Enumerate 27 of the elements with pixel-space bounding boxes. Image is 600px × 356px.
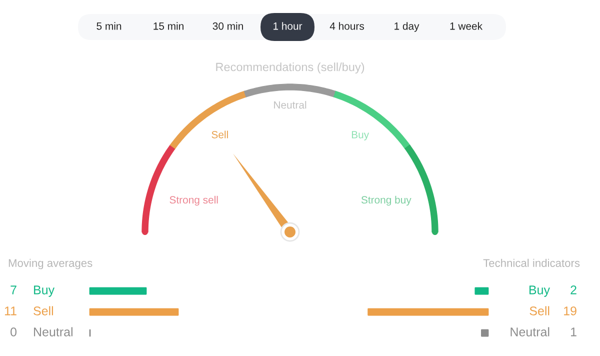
data-label: 1 [571,328,576,336]
data-label: 11 [4,306,16,316]
y-tick-label: Sell [34,306,54,316]
chart-title: Moving averages [8,258,92,270]
y-tick-label: Sell [530,306,550,316]
category-label: 1 day [394,22,420,32]
data-label: 7 [10,286,16,294]
y-tick-label: Neutral [510,327,550,336]
y-tick-label: Neutral [34,327,72,336]
category-label: 15 min [154,22,184,30]
category-label: 30 min [212,22,243,30]
data-label: 2 [570,286,576,294]
text: Technical indicators [483,258,580,267]
slice-label: Neutral [274,100,306,109]
y-tick-label: Buy [34,286,55,297]
slice-label: Sell [212,130,228,138]
category-label: 4 hours [330,22,364,30]
slice-label: Strong sell [170,196,218,206]
slice-label: Buy [352,131,370,140]
data-label: 19 [564,306,576,316]
data-label: 0 [10,328,17,336]
slice-label: Strong buy [361,196,412,206]
category-label: 1 hour [274,22,302,30]
category-label: 5 min [96,22,122,30]
category-label: 1 week [450,22,483,30]
chart-title: Recommendations (sell/buy) [216,62,364,74]
y-tick-label: Buy [529,286,550,297]
